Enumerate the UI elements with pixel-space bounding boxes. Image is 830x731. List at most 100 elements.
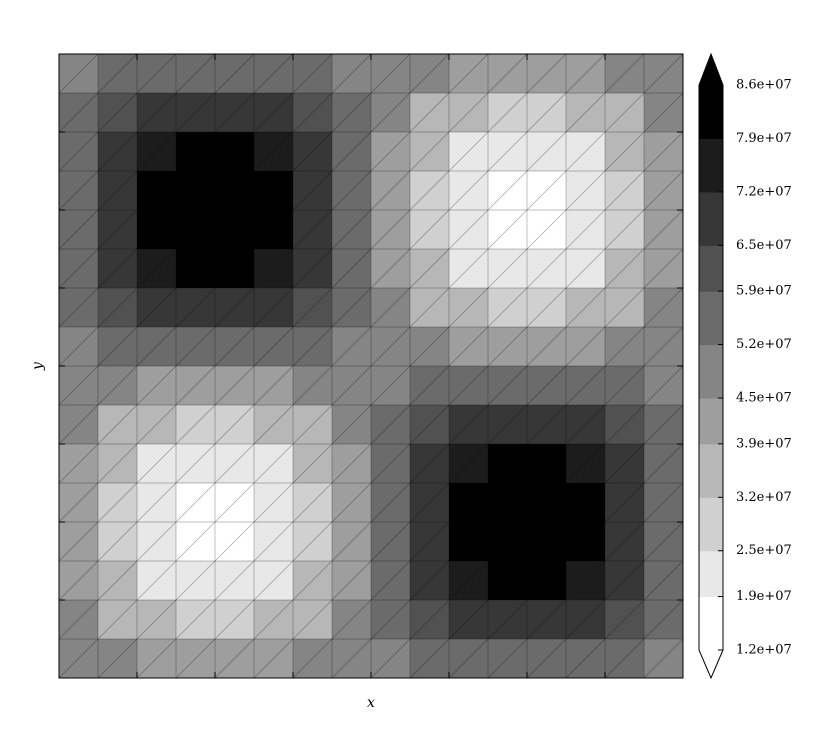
mesh-diagonal <box>59 131 99 172</box>
mesh-diagonal <box>604 521 645 562</box>
contour-cell <box>98 639 138 678</box>
contour-cell <box>371 366 411 406</box>
contour-cell <box>137 522 177 562</box>
contour-cell <box>176 522 216 562</box>
mesh-diagonal <box>526 365 567 406</box>
contour-cell <box>527 93 567 133</box>
contour-cell <box>410 600 450 640</box>
mesh-diagonal <box>136 92 177 133</box>
mesh-diagonal <box>565 92 606 133</box>
contour-cell <box>371 522 411 562</box>
mesh-diagonal <box>175 365 216 406</box>
colorbar-tick-label: 1.9e+07 <box>736 589 792 604</box>
contour-cell <box>371 483 411 523</box>
mesh-diagonal <box>487 326 528 367</box>
mesh-diagonal <box>370 54 411 94</box>
contour-cell <box>332 249 372 289</box>
mesh-diagonal <box>526 560 567 601</box>
colorbar-band <box>699 344 723 399</box>
mesh-diagonal <box>643 54 683 94</box>
mesh-diagonal <box>409 209 450 250</box>
contour-cell <box>137 54 177 94</box>
mesh-diagonal <box>59 326 99 367</box>
mesh-diagonal <box>97 209 138 250</box>
contour-cell <box>59 327 99 367</box>
contour-cell <box>332 444 372 484</box>
mesh-diagonal <box>97 521 138 562</box>
mesh-diagonal <box>643 131 683 172</box>
mesh-diagonal <box>292 287 333 328</box>
mesh-diagonal <box>448 209 489 250</box>
mesh-diagonal <box>643 638 683 678</box>
mesh-diagonal <box>97 560 138 601</box>
contour-cell <box>527 600 567 640</box>
mesh-diagonal <box>331 131 372 172</box>
mesh-diagonal <box>487 54 528 94</box>
mesh-diagonal <box>214 365 255 406</box>
contour-cell <box>605 132 645 172</box>
mesh-diagonal <box>331 248 372 289</box>
contour-cell <box>488 600 528 640</box>
mesh-diagonal <box>175 209 216 250</box>
mesh-diagonal <box>175 326 216 367</box>
contour-cell <box>527 249 567 289</box>
colorbar-band <box>699 550 723 598</box>
contour-cell <box>644 171 683 211</box>
contour-cell <box>605 522 645 562</box>
mesh-diagonal <box>253 365 294 406</box>
mesh-diagonal <box>487 248 528 289</box>
mesh-diagonal <box>175 54 216 94</box>
mesh-diagonal <box>292 599 333 640</box>
colorbar-tick-label: 5.2e+07 <box>736 337 792 352</box>
contour-cell <box>410 327 450 367</box>
contour-cell <box>449 639 489 678</box>
colorbar-extend-max <box>699 54 723 85</box>
contour-cell <box>137 249 177 289</box>
mesh-diagonal <box>214 404 255 445</box>
contour-cell <box>176 210 216 250</box>
mesh-diagonal <box>448 638 489 678</box>
contour-cell <box>215 210 255 250</box>
contour-cell <box>215 483 255 523</box>
contour-cell <box>98 561 138 601</box>
mesh-diagonal <box>253 599 294 640</box>
mesh-diagonal <box>526 170 567 211</box>
mesh-diagonal <box>59 404 99 445</box>
mesh-diagonal <box>97 287 138 328</box>
mesh-diagonal <box>136 443 177 484</box>
contour-cell <box>137 132 177 172</box>
mesh-diagonal <box>97 248 138 289</box>
mesh-diagonal <box>370 638 411 678</box>
mesh-diagonal <box>331 92 372 133</box>
mesh-diagonal <box>59 248 99 289</box>
contour-cell <box>566 93 606 133</box>
contour-cell <box>137 171 177 211</box>
contour-cell <box>449 171 489 211</box>
contour-cell <box>176 561 216 601</box>
contour-cell <box>410 639 450 678</box>
contour-cell <box>254 210 294 250</box>
mesh-diagonal <box>448 404 489 445</box>
contour-cell <box>98 288 138 328</box>
mesh-diagonal <box>97 443 138 484</box>
mesh-diagonal <box>643 92 683 133</box>
mesh-diagonal <box>331 326 372 367</box>
contour-cell <box>527 483 567 523</box>
mesh-diagonal <box>370 131 411 172</box>
mesh-diagonal <box>136 599 177 640</box>
mesh-diagonal <box>448 131 489 172</box>
contour-cell <box>254 483 294 523</box>
mesh-diagonal <box>409 404 450 445</box>
contour-cell <box>644 600 683 640</box>
mesh-diagonal <box>59 443 99 484</box>
contour-cell <box>566 132 606 172</box>
contour-cell <box>410 249 450 289</box>
mesh <box>59 54 683 678</box>
mesh-diagonal <box>370 521 411 562</box>
contour-cell <box>215 249 255 289</box>
mesh-diagonal <box>214 482 255 523</box>
mesh-diagonal <box>253 521 294 562</box>
mesh-diagonal <box>565 404 606 445</box>
colorbar-band <box>699 191 723 246</box>
